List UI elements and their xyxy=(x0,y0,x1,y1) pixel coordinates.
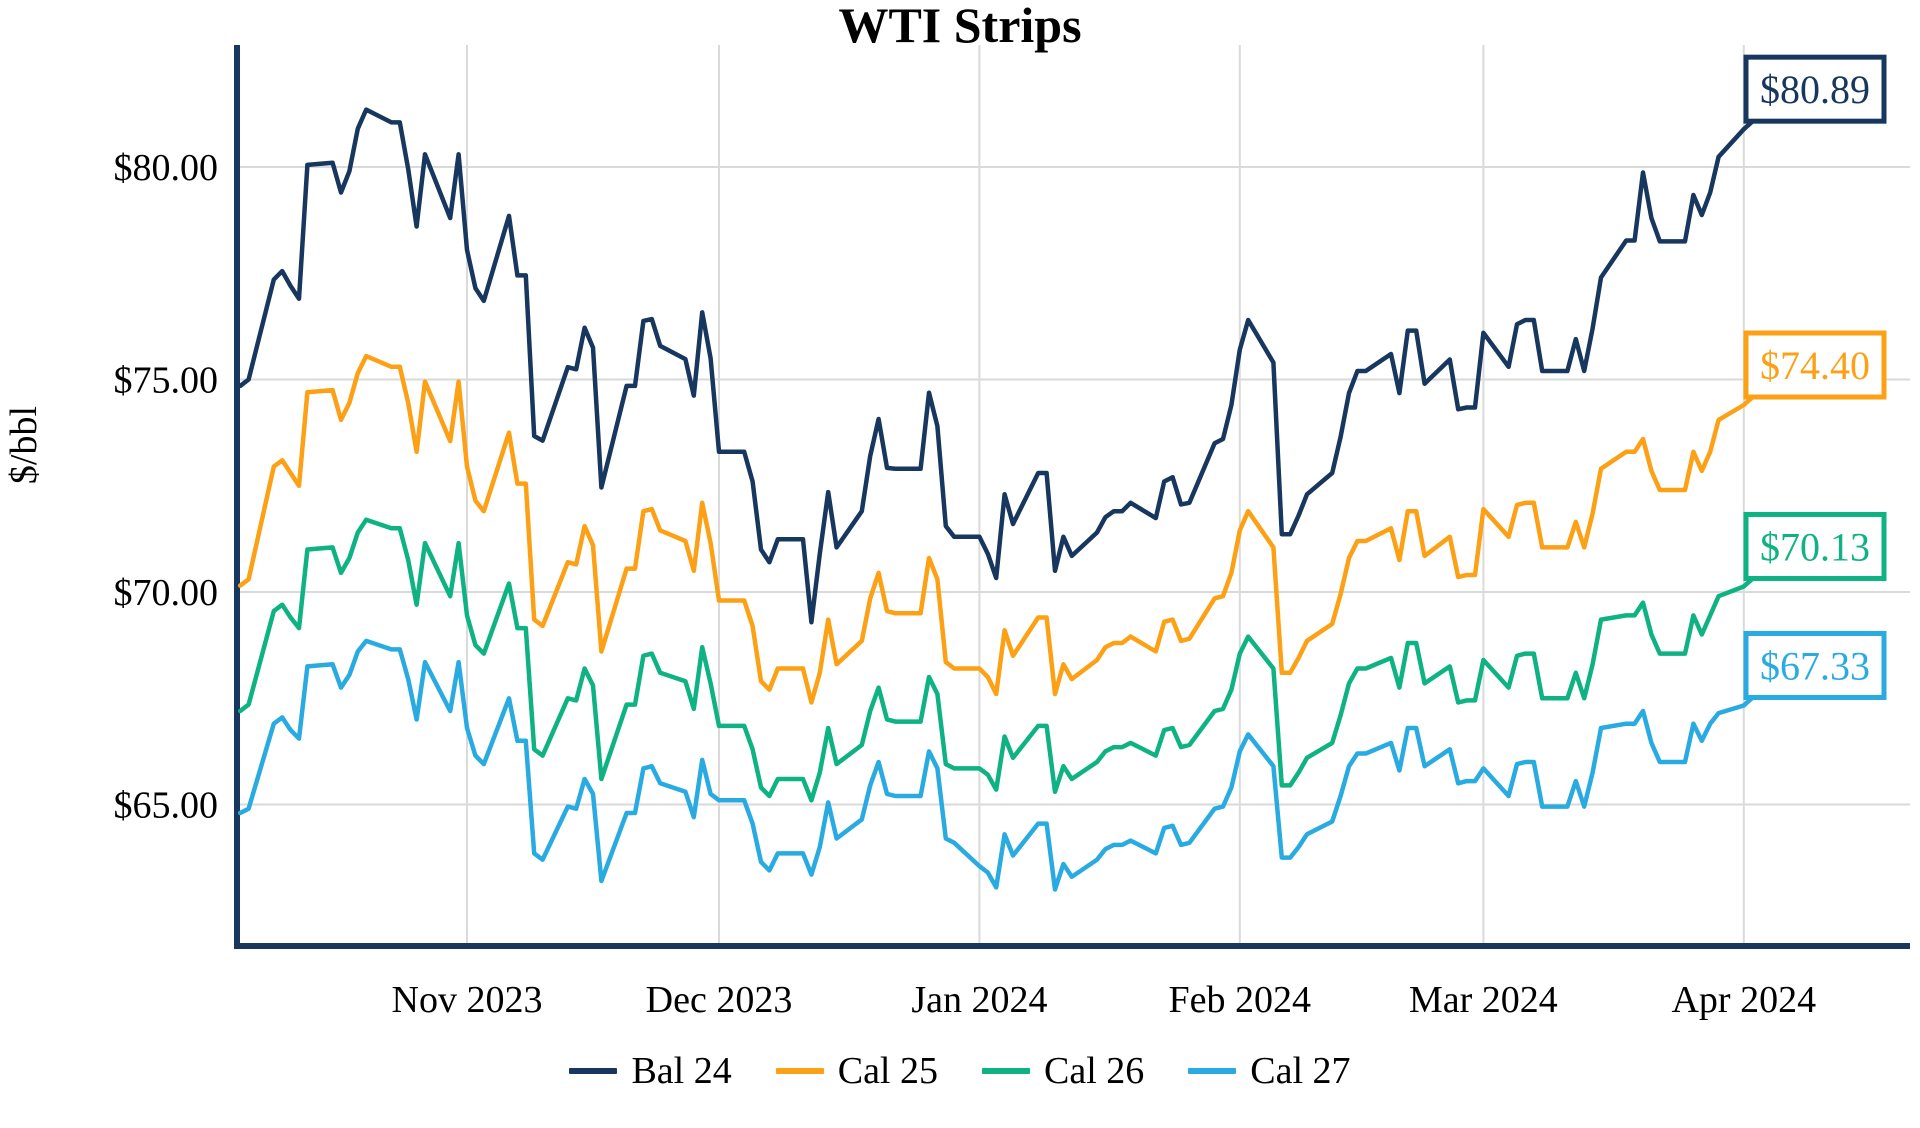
legend-swatch xyxy=(982,1068,1030,1074)
x-tick-label: Jan 2024 xyxy=(911,979,1047,1021)
y-tick-label: $80.00 xyxy=(114,147,219,189)
callout-box xyxy=(1743,630,1887,700)
series-line-cal-25 xyxy=(237,353,1747,705)
x-tick-label: Dec 2023 xyxy=(646,979,793,1021)
callout-box xyxy=(1743,330,1887,400)
legend-swatch xyxy=(1188,1068,1237,1074)
series-line-cal-26 xyxy=(237,517,1747,803)
x-tick-label: Apr 2024 xyxy=(1671,979,1816,1021)
x-tick-label: Mar 2024 xyxy=(1409,979,1558,1021)
y-tick-label: $70.00 xyxy=(114,572,219,614)
series-line-bal-24 xyxy=(237,107,1747,625)
series-line-cal-27 xyxy=(237,638,1747,892)
legend-label: Cal 26 xyxy=(1044,1050,1145,1092)
chart-title: WTI Strips xyxy=(838,0,1082,53)
legend-item-cal-26: Cal 26 xyxy=(982,1052,1144,1090)
y-axis-title: $/bbl xyxy=(3,406,45,484)
callout-box xyxy=(1743,511,1887,581)
legend: Bal 24 Cal 25 Cal 26 Cal 27 xyxy=(0,1052,1920,1090)
y-tick-label: $75.00 xyxy=(114,360,219,402)
legend-label: Cal 27 xyxy=(1250,1050,1351,1092)
callout-value: $80.89 xyxy=(1760,67,1870,112)
legend-label: Cal 25 xyxy=(837,1050,938,1092)
legend-swatch xyxy=(569,1068,618,1074)
y-tick-label: $65.00 xyxy=(114,785,219,827)
legend-item-cal-25: Cal 25 xyxy=(775,1050,938,1092)
callout-box xyxy=(1743,54,1887,124)
callout-value: $70.13 xyxy=(1760,524,1870,569)
callout-value: $67.33 xyxy=(1760,643,1870,688)
legend-label: Bal 24 xyxy=(631,1050,732,1092)
legend-swatch xyxy=(775,1068,824,1074)
legend-item-cal-27: Cal 27 xyxy=(1188,1050,1351,1092)
legend-item-bal-24: Bal 24 xyxy=(569,1050,732,1092)
x-tick-label: Feb 2024 xyxy=(1169,979,1312,1021)
x-tick-label: Nov 2023 xyxy=(392,979,543,1021)
callout-value: $74.40 xyxy=(1760,343,1870,388)
